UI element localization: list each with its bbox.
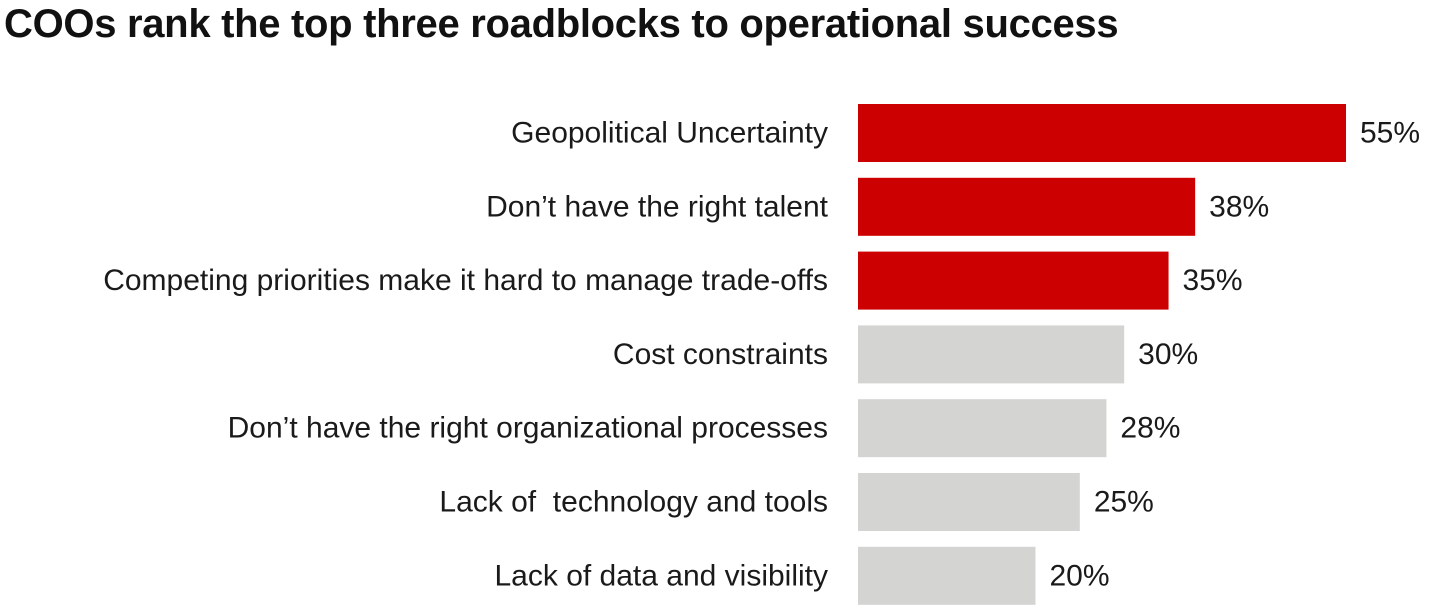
value-label: 20% [1049,559,1109,592]
value-label: 35% [1183,264,1243,297]
bar [858,546,1036,605]
category-label: Don’t have the right talent [486,190,829,223]
chart-title: COOs rank the top three roadblocks to op… [4,2,1119,46]
value-label: 38% [1209,190,1269,223]
category-label: Lack of technology and tools [439,486,828,519]
bar [858,325,1125,384]
bar [858,399,1107,458]
value-label: 30% [1138,338,1198,371]
value-label: 25% [1094,486,1154,519]
category-label: Don’t have the right organizational proc… [228,412,828,445]
category-label: Cost constraints [613,338,828,371]
category-label: Geopolitical Uncertainty [511,117,828,150]
value-label: 55% [1360,117,1420,150]
bar [858,251,1169,310]
bar [858,104,1346,162]
value-label: 28% [1120,412,1180,445]
category-label: Competing priorities make it hard to man… [103,264,828,297]
bar [858,473,1080,531]
bar [858,177,1196,236]
category-label: Lack of data and visibility [494,559,828,592]
